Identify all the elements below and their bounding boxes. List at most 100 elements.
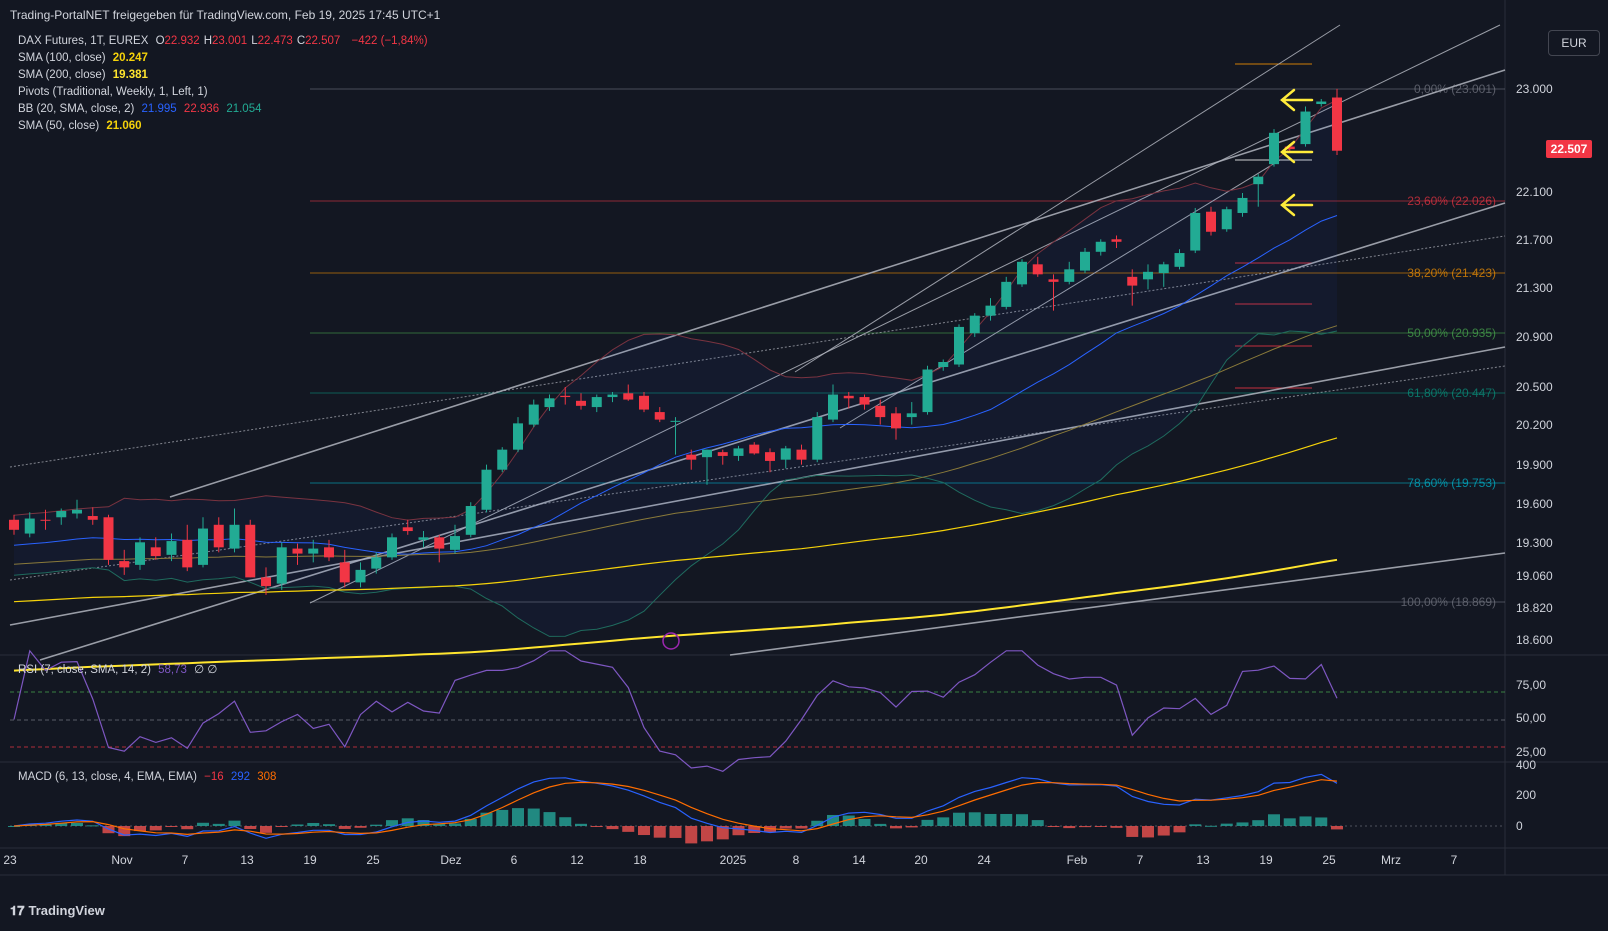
macd-histogram-bar (71, 822, 83, 826)
macd-histogram-bar (701, 826, 713, 842)
candle-body (1174, 253, 1185, 267)
macd-line (13, 773, 1338, 839)
candle-body (1032, 264, 1043, 275)
legend-sma200[interactable]: SMA (200, close) 19.381 (18, 67, 152, 83)
candle-body (245, 524, 256, 578)
legend-ohlc-value-c: 22.507 (305, 35, 341, 47)
candle-body (891, 413, 901, 429)
candle-body (985, 305, 996, 316)
macd-histogram-bar (874, 823, 887, 826)
macd-histogram-bar (1016, 814, 1028, 826)
candle-body (796, 449, 807, 460)
macd-histogram-bar (543, 812, 556, 826)
rsi-line (13, 649, 1338, 772)
candle-body (418, 537, 429, 540)
macd-histogram-bar (1031, 820, 1044, 826)
time-axis-tick: 7 (1451, 853, 1458, 867)
macd-histogram-bar (291, 824, 304, 826)
candle-body (481, 469, 492, 510)
macd-histogram-bar (1220, 823, 1233, 826)
rsi-axis-tick: 25,00 (1516, 745, 1546, 759)
candle-body (938, 361, 949, 368)
candle-body (560, 395, 571, 398)
macd-histogram-bar (1315, 817, 1328, 826)
macd-histogram-bar (1268, 814, 1280, 826)
legend-pivots[interactable]: Pivots (Traditional, Weekly, 1, Left, 1) (18, 84, 212, 100)
candle-body (859, 397, 870, 405)
candle-body (229, 524, 240, 549)
macd-histogram-bar (197, 822, 209, 826)
candle-body (528, 404, 539, 425)
price-axis-tick: 20.200 (1516, 418, 1553, 432)
legend-bb-upper: 22.936 (183, 103, 220, 115)
time-axis-tick: 18 (633, 853, 647, 867)
currency-button[interactable]: EUR (1548, 30, 1600, 56)
macd-histogram-bar (890, 826, 902, 829)
macd-histogram-bar (354, 826, 367, 828)
macd-histogram-bar (386, 820, 398, 826)
candle-body (954, 326, 964, 365)
candle-body (969, 315, 980, 334)
macd-histogram-bar (811, 820, 824, 826)
legend-ohlc-key-c: C (296, 35, 306, 47)
time-axis-tick: 12 (570, 853, 584, 867)
price-axis-tick: 23.000 (1516, 82, 1553, 96)
rsi-legend[interactable]: RSI (7, close, SMA, 14, 2) 58,73 ∅ ∅ (18, 662, 221, 678)
legend-change: −422 (−1,84%) (351, 35, 428, 47)
time-axis-tick: Dez (440, 853, 461, 867)
candle-body (1095, 241, 1106, 252)
macd-histogram-bar (638, 826, 650, 836)
candle-body (1316, 101, 1327, 105)
candle-body (72, 509, 82, 514)
bollinger-lower-line (13, 330, 1338, 637)
candle-body (87, 516, 98, 520)
macd-axis-tick: 200 (1516, 788, 1536, 802)
legend-bb[interactable]: BB (20, SMA, close, 2) 21.995 22.936 21.… (18, 101, 266, 117)
legend-sma50-value: 21.060 (106, 120, 142, 132)
candle-body (465, 506, 476, 535)
time-axis-tick: 19 (1259, 853, 1273, 867)
candle-body (497, 449, 508, 470)
candle-body (875, 405, 886, 418)
price-axis-tick: 18.600 (1516, 633, 1553, 647)
candle-body (922, 369, 933, 413)
macd-histogram-bar (1236, 822, 1249, 826)
time-axis-tick: 8 (793, 853, 800, 867)
macd-histogram-bar (968, 812, 981, 826)
sma50-line (13, 325, 1338, 565)
trend-line (9, 346, 1506, 626)
macd-histogram-bar (118, 826, 131, 837)
candle-body (276, 547, 287, 584)
legend-sma50[interactable]: SMA (50, close) 21.060 (18, 118, 146, 134)
macd-histogram-bar (480, 812, 493, 826)
time-axis-tick: 19 (303, 853, 317, 867)
rsi-legend-label: RSI (7, close, SMA, 14, 2) (18, 664, 151, 676)
macd-histogram-bar (827, 814, 839, 826)
macd-histogram-bar (55, 822, 68, 826)
legend-sma100[interactable]: SMA (100, close) 20.247 (18, 50, 152, 66)
candle-body (1111, 239, 1122, 242)
legend-sma50-label: SMA (50, close) (18, 120, 100, 132)
macd-legend[interactable]: MACD (6, 13, close, 4, EMA, EMA) −16 292… (18, 769, 280, 785)
trend-line (39, 202, 1506, 661)
candle-body (198, 528, 208, 565)
macd-histogram-bar (559, 817, 572, 826)
candle-body (1284, 146, 1295, 150)
footer-brand: 𝟏𝟕 TradingView (10, 903, 105, 919)
macd-histogram-bar (732, 826, 745, 836)
macd-histogram-bar (1047, 826, 1060, 827)
legend-sma100-value: 20.247 (112, 52, 148, 64)
legend-ohlc-value-l: 22.473 (257, 35, 293, 47)
candle-body (1143, 271, 1153, 280)
candle-body (182, 539, 193, 568)
price-axis-tick: 21.700 (1516, 233, 1553, 247)
macd-histogram-bar (165, 826, 178, 827)
candle-body (261, 577, 271, 587)
macd-histogram-bar (1126, 826, 1139, 837)
macd-histogram-bar (323, 824, 335, 826)
annotation-arrow-icon (1280, 88, 1314, 112)
time-axis-tick: 20 (914, 853, 928, 867)
candle-body (513, 423, 523, 450)
macd-histogram-bar (937, 817, 950, 826)
